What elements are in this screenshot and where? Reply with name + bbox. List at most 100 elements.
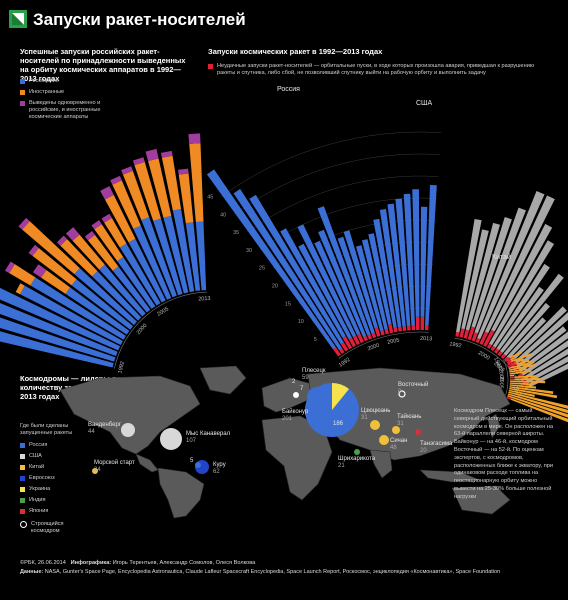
left-chart-bar [87, 234, 119, 271]
usa-chart-bar [484, 195, 555, 334]
russia-chart-bar [420, 316, 425, 331]
usa-chart-bar [497, 350, 503, 357]
left-chart-year-label: 2005 [156, 306, 170, 317]
usa-chart-bar [471, 332, 478, 342]
left-chart-bar [178, 173, 194, 224]
map-legend-item: Китай [20, 464, 92, 471]
bubble-vostochny [398, 390, 406, 398]
continent-australia [451, 485, 511, 515]
china-chart-bar [508, 391, 568, 409]
china-chart-bar [509, 382, 532, 386]
left-chart-bar [121, 166, 133, 175]
legend-swatch [20, 509, 25, 514]
russia-chart-bar [249, 194, 344, 345]
label-baikonur: Байконур 201 [282, 409, 309, 422]
russia-chart-tick-label: 30 [246, 248, 252, 254]
plesetsk-note: Космодром Плесецк — самый северный дейст… [454, 408, 554, 500]
china-chart-baseline [503, 359, 509, 398]
russia-chart-tick-label: 10 [298, 319, 304, 325]
russia-chart-baseline [338, 331, 429, 359]
russia-chart-bar [343, 230, 378, 329]
russia-chart-bar [352, 335, 360, 346]
legend-item-foreign: Иностранные [20, 89, 115, 96]
map-legend-item: Япония [20, 508, 92, 515]
label-small-left: 2 [292, 379, 296, 385]
left-chart-bar [0, 331, 114, 368]
china-chart-year-label: 2000 [497, 368, 504, 381]
continent-central-america [135, 453, 159, 473]
russia-chart-bar [379, 209, 402, 328]
continent-japan [487, 413, 501, 439]
russia-chart-bar [361, 239, 388, 331]
continent-greenland [199, 365, 247, 395]
usa-chart-bar [467, 326, 475, 341]
legend-item-russian: Российские [20, 78, 115, 85]
label-kuru: Куру 62 [213, 462, 226, 475]
russia-chart-bar [206, 169, 336, 350]
russia-chart-bar [317, 206, 371, 336]
bubble-sriharikota [354, 449, 360, 455]
bubble-kuru-russia [195, 462, 201, 468]
china-chart-bar [509, 374, 515, 377]
bubble-tanegashima [415, 429, 421, 435]
china-chart-bar [509, 368, 527, 373]
china-chart-bar [510, 357, 515, 361]
left-chart-bar [15, 283, 25, 295]
russia-chart-bar [374, 327, 381, 337]
russia-chart-bar [297, 224, 357, 338]
usa-chart-bar [490, 345, 496, 352]
failed-legend: Неудачные запуски ракет-носителей — орби… [208, 63, 553, 77]
russia-chart-bar [233, 189, 343, 351]
russia-chart-bar [318, 229, 367, 338]
russia-chart-bar [403, 193, 415, 326]
china-chart-year-label: 1992 [492, 356, 502, 370]
china-chart-bar [506, 396, 512, 400]
russia-chart-bar [388, 323, 394, 334]
left-chart-bar [28, 244, 39, 256]
left-chart-bar [195, 221, 207, 291]
russia-chart-bar [367, 334, 373, 340]
footer-sources: Данные: NASA, Gunter's Space Page, Encyc… [20, 569, 560, 575]
label-vandenberg: Ванденберг 44 [88, 422, 122, 435]
data-label: Данные: [20, 569, 44, 575]
usa-chart-bar [500, 273, 564, 353]
china-chart-bar [507, 393, 568, 414]
group-label-russia: Россия [277, 86, 300, 93]
usa-chart-bar [523, 348, 568, 380]
left-chart-bar [128, 238, 166, 303]
usa-chart-year-label: 2000 [477, 350, 491, 361]
bubble-taiyuan [392, 426, 400, 434]
left-chart-bar [104, 194, 136, 243]
usa-chart-bar [471, 217, 512, 328]
russia-chart-bar [339, 348, 345, 354]
left-chart-bar [161, 155, 182, 211]
russia-chart-tick-label: 45 [207, 195, 213, 201]
left-chart-bar [71, 279, 134, 330]
left-chart-bar [117, 257, 156, 309]
usa-chart-bar [455, 331, 460, 337]
russia-chart-bar [337, 236, 375, 334]
russia-chart-bar [348, 337, 356, 348]
left-chart-bar [100, 186, 114, 200]
left-chart-bar [132, 157, 145, 166]
russia-chart-tick-label: 15 [285, 301, 291, 307]
left-chart-bar [163, 215, 189, 294]
continent-europe [261, 377, 313, 413]
left-chart-baseline [114, 291, 207, 369]
left-chart-bar [72, 234, 105, 270]
left-chart-bar [134, 161, 161, 221]
label-canaveral: Мыс Канаверал 107 [186, 431, 231, 444]
russia-chart-bar [314, 240, 361, 336]
left-chart-bar [110, 175, 122, 185]
legend-item-both: Выведены одновременно и российские, и ин… [20, 100, 115, 121]
russia-chart-tick-label: 25 [259, 266, 265, 272]
map-legend-item: Индия [20, 497, 92, 504]
russia-chart-tick-label: 5 [314, 337, 317, 343]
china-chart-bar [514, 377, 541, 381]
left-chart-bar [104, 218, 127, 248]
left-chart-bar [101, 213, 112, 223]
left-chart-bar [84, 230, 95, 241]
left-chart-bar [74, 268, 138, 326]
legend-swatch [20, 476, 25, 481]
